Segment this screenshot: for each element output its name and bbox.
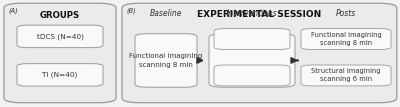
Text: Posts: Posts — [336, 9, 356, 18]
Text: Baseline: Baseline — [150, 9, 182, 18]
Text: TI (N=40): TI (N=40) — [42, 72, 78, 78]
Text: Functional imagining
scanning 12+8 min: Functional imagining scanning 12+8 min — [217, 68, 287, 82]
Text: Interventions: Interventions — [227, 9, 277, 18]
FancyBboxPatch shape — [214, 29, 290, 50]
Text: EXPERIMENTAL SESSION: EXPERIMENTAL SESSION — [197, 10, 322, 19]
Text: Functional imagining
scanning 8 min: Functional imagining scanning 8 min — [311, 32, 381, 46]
FancyBboxPatch shape — [17, 64, 103, 86]
Text: (B): (B) — [127, 7, 136, 14]
Text: GROUPS: GROUPS — [40, 11, 80, 20]
Text: tDCS (N=40): tDCS (N=40) — [36, 33, 84, 40]
FancyBboxPatch shape — [4, 3, 116, 103]
FancyBboxPatch shape — [209, 34, 295, 87]
Text: TI or tDCS 20 min: TI or tDCS 20 min — [222, 36, 282, 42]
Text: Structural imagining
scanning 6 min: Structural imagining scanning 6 min — [311, 68, 381, 82]
Text: Functional imagining
scanning 8 min: Functional imagining scanning 8 min — [129, 53, 203, 68]
Text: (A): (A) — [9, 7, 18, 14]
FancyBboxPatch shape — [301, 29, 391, 50]
FancyBboxPatch shape — [17, 25, 103, 48]
FancyBboxPatch shape — [214, 65, 290, 86]
FancyBboxPatch shape — [122, 3, 397, 103]
FancyBboxPatch shape — [135, 34, 197, 87]
FancyBboxPatch shape — [301, 65, 391, 86]
